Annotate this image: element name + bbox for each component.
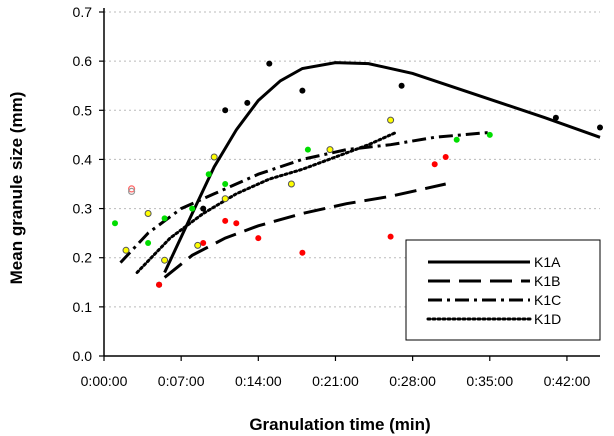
y-tick-label: 0.4	[73, 151, 93, 167]
data-point-k1b	[255, 235, 262, 242]
data-point-k1b	[431, 161, 438, 168]
x-tick-label: 0:21:00	[312, 373, 359, 389]
data-point-k1d	[194, 241, 202, 249]
data-point-k1d	[161, 256, 169, 264]
y-tick-label: 0.2	[73, 250, 93, 266]
data-point-k1c	[453, 136, 460, 143]
data-point-k1a	[200, 205, 207, 212]
data-point-k1d	[144, 210, 152, 217]
data-point-extra	[128, 185, 136, 193]
legend-box	[405, 239, 601, 341]
data-point-k1b	[387, 233, 394, 240]
data-point-k1b	[442, 154, 449, 160]
legend-label-k1c: K1C	[534, 292, 561, 308]
data-point-k1c	[189, 205, 196, 212]
y-tick-label: 0.5	[73, 102, 93, 118]
data-point-k1d	[387, 116, 395, 124]
data-point-k1c	[222, 181, 229, 187]
data-point-k1c	[304, 146, 311, 153]
x-tick-label: 0:42:00	[544, 373, 591, 389]
y-tick-label: 0.1	[73, 299, 93, 315]
legend-label-k1b: K1B	[534, 273, 560, 289]
y-axis-title: Mean granule size (mm)	[7, 92, 26, 285]
data-point-k1c	[112, 220, 118, 227]
data-point-k1d	[287, 180, 295, 188]
y-axis-ticks: 0.0 0.1 0.2 0.3 0.4 0.5 0.6 0.7	[73, 4, 104, 364]
data-point-k1d	[122, 246, 130, 254]
data-point-k1a	[597, 124, 603, 131]
data-points	[112, 60, 603, 288]
x-tick-label: 0:35:00	[466, 373, 513, 389]
data-point-k1b	[156, 281, 163, 288]
y-tick-label: 0.3	[73, 201, 93, 217]
fit-line-k1d	[135, 130, 398, 274]
x-tick-label: 0:07:00	[158, 373, 205, 389]
data-point-k1a	[266, 60, 273, 67]
data-point-k1d	[326, 146, 334, 154]
data-point-k1b	[299, 249, 306, 256]
data-point-k1b	[222, 217, 229, 224]
x-tick-label: 0:14:00	[235, 373, 282, 389]
data-point-k1c	[145, 240, 152, 246]
legend-label-k1d: K1D	[534, 311, 561, 327]
data-point-k1d	[221, 195, 229, 203]
y-tick-label: 0.0	[73, 348, 93, 364]
data-point-k1c	[161, 215, 168, 222]
data-point-k1b	[233, 220, 240, 227]
y-tick-label: 0.6	[73, 53, 93, 69]
fit-line-k1b	[163, 182, 447, 279]
fit-lines	[119, 61, 601, 279]
data-point-k1a	[299, 87, 306, 94]
legend: K1A K1B K1C K1D	[405, 239, 601, 341]
axes	[103, 8, 600, 357]
x-tick-label: 0:00:00	[81, 373, 128, 389]
legend-label-k1a: K1A	[534, 254, 561, 270]
y-tick-label: 0.7	[73, 4, 93, 20]
data-point-k1a	[222, 107, 229, 114]
x-axis-title: Granulation time (min)	[249, 415, 430, 434]
data-point-k1a	[244, 99, 251, 106]
fit-line-k1a	[163, 61, 601, 274]
x-axis-ticks: 0:00:00 0:07:00 0:14:00 0:21:00 0:28:00 0:35:…	[81, 356, 591, 389]
data-point-extra	[128, 187, 136, 195]
data-point-k1a	[552, 114, 559, 121]
data-point-k1c	[205, 171, 212, 178]
data-point-k1b	[200, 240, 207, 246]
data-point-k1c	[486, 131, 493, 138]
x-tick-label: 0:28:00	[389, 373, 436, 389]
data-point-k1d	[210, 153, 218, 161]
data-point-k1a	[398, 82, 405, 89]
